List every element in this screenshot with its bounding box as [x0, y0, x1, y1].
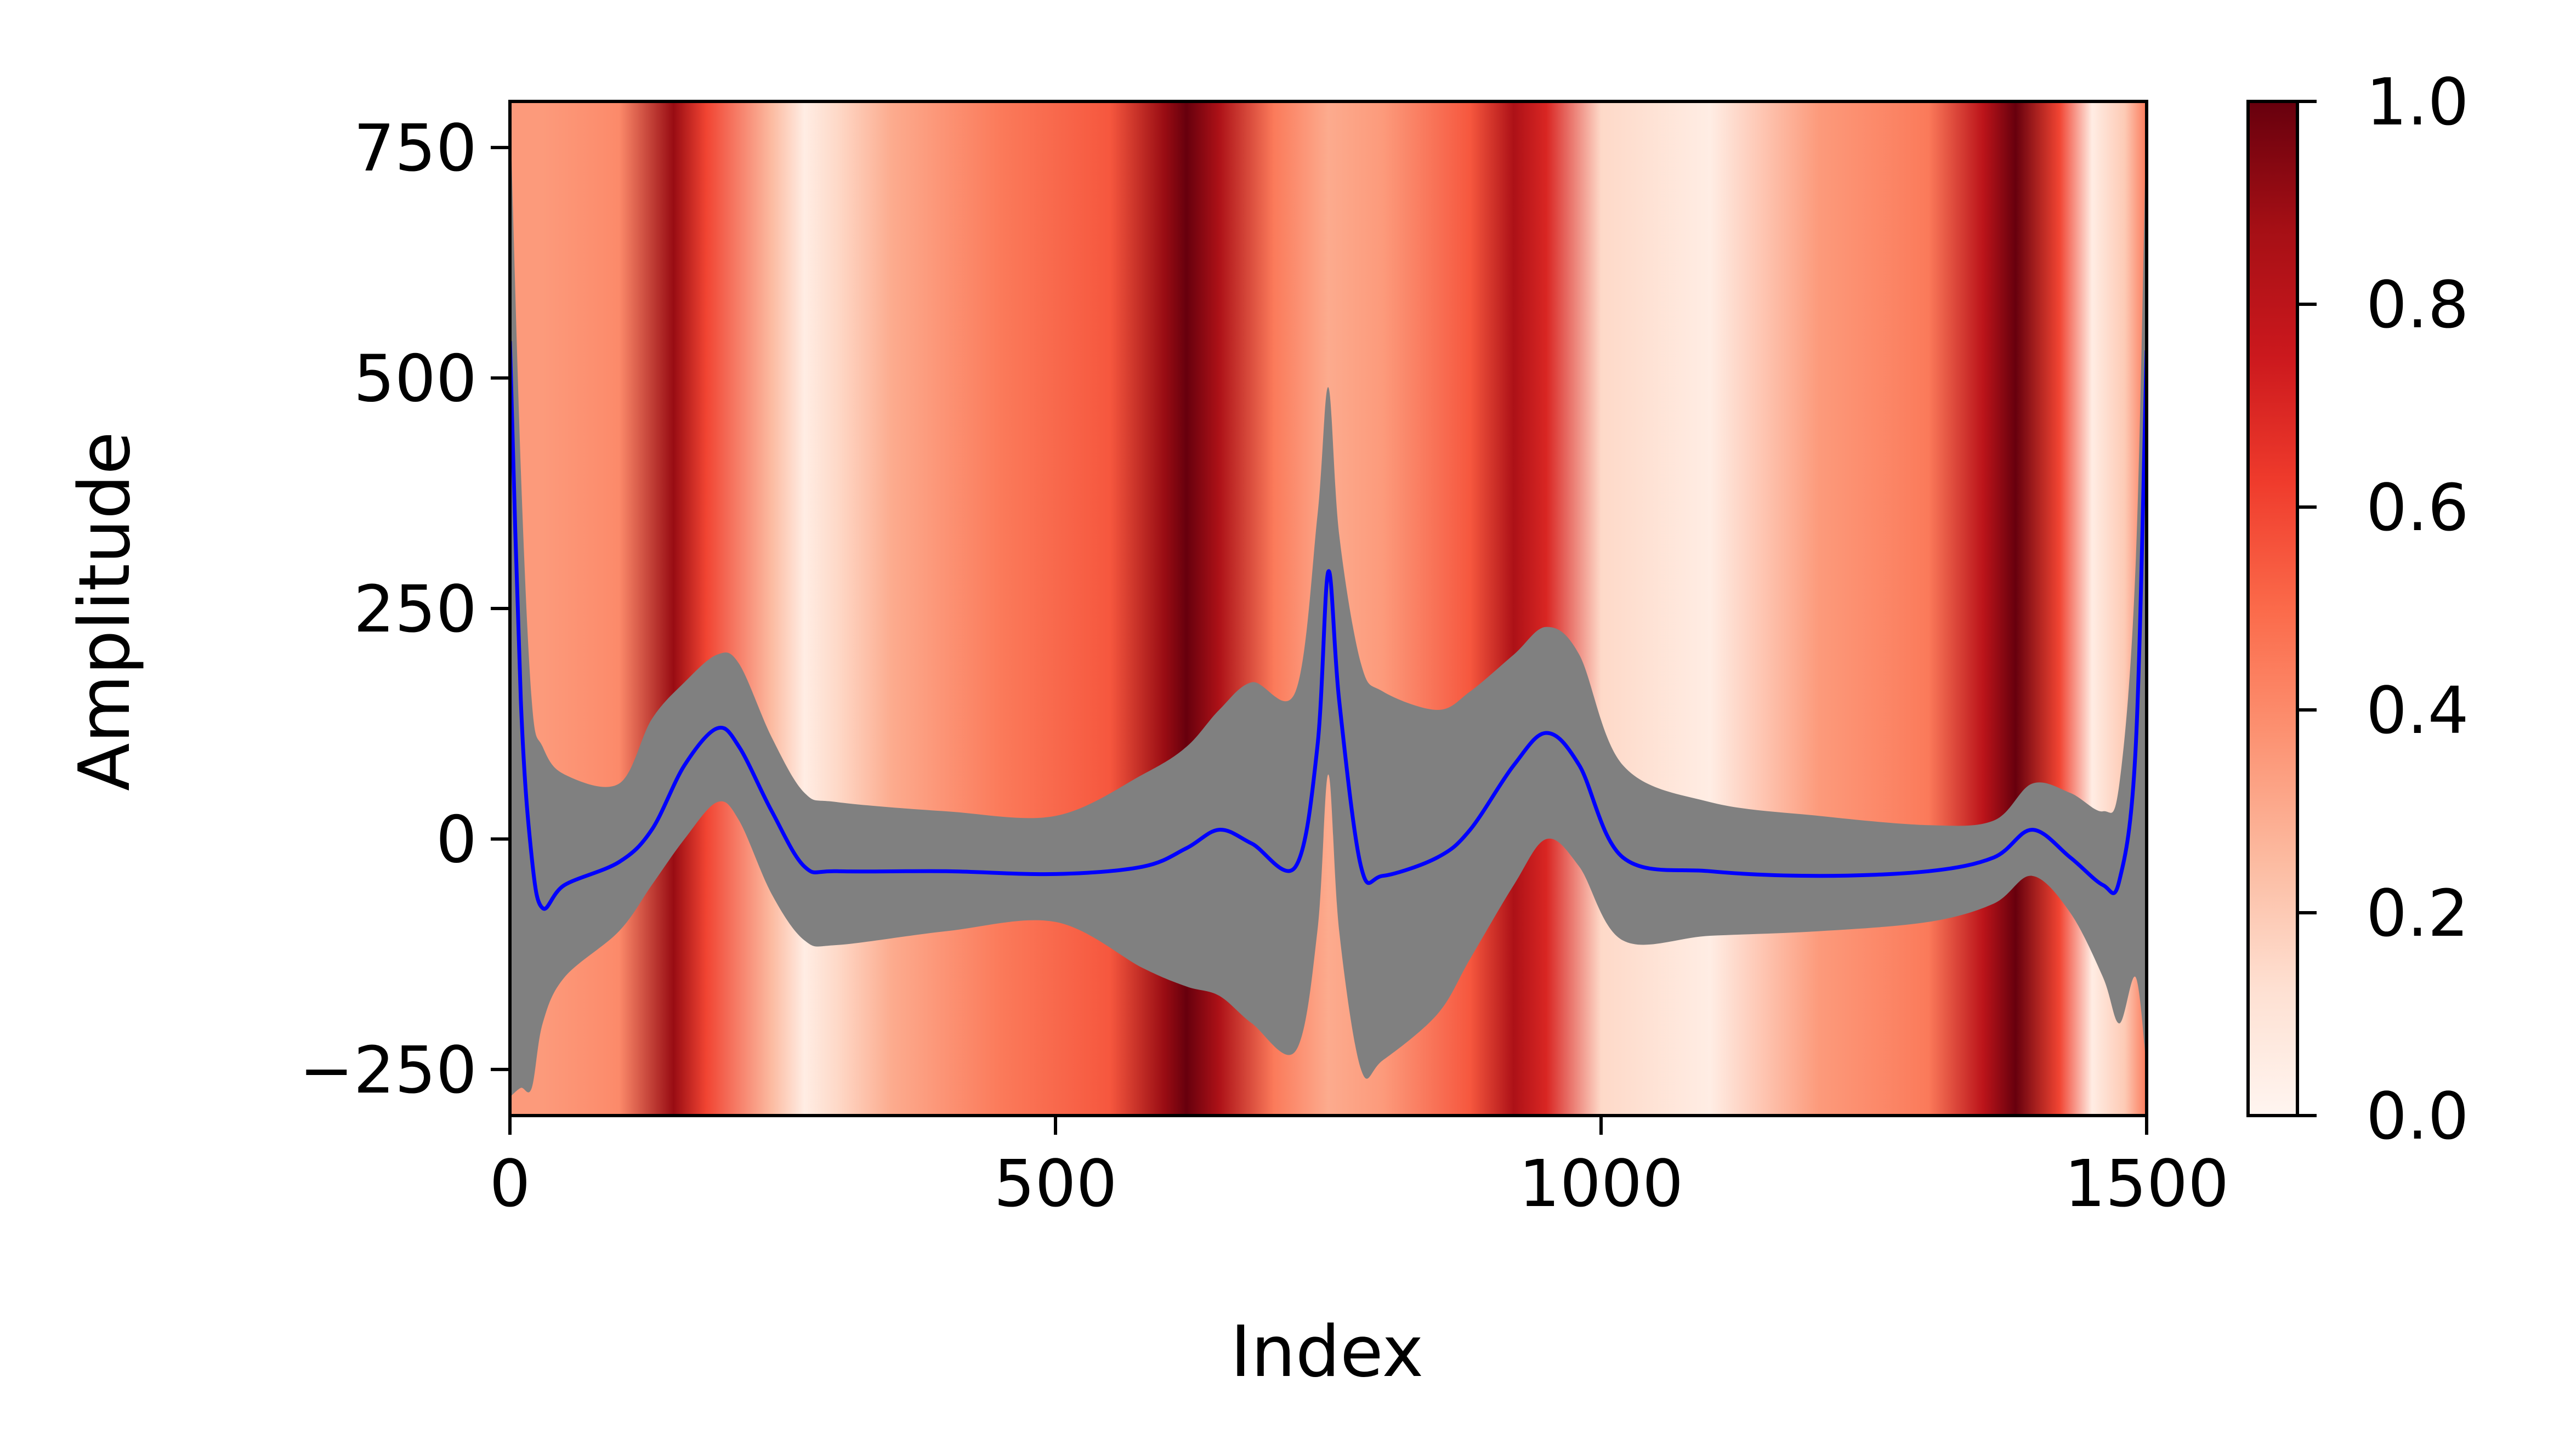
y-tick-label: 250: [354, 571, 477, 647]
colorbar-tick-label: 0.4: [2366, 673, 2469, 748]
y-tick-label: 500: [354, 341, 477, 417]
y-tick-label: 750: [354, 110, 477, 186]
x-tick-label: 500: [994, 1146, 1117, 1221]
y-tick-label: −250: [299, 1032, 477, 1108]
colorbar-tick-label: 1.0: [2366, 64, 2469, 140]
x-axis-label: Index: [1230, 1311, 1423, 1393]
colorbar-tick-label: 0.2: [2366, 875, 2469, 951]
mean-line: [510, 341, 2147, 911]
x-tick-label: 1500: [2064, 1146, 2229, 1221]
x-tick-label: 0: [489, 1146, 530, 1221]
colorbar-tick-label: 0.6: [2366, 470, 2469, 545]
colorbar-tick-label: 0.0: [2366, 1078, 2469, 1154]
colorbar: [2246, 100, 2299, 1117]
y-axis-label: Amplitude: [64, 431, 146, 791]
colorbar-tick-label: 0.8: [2366, 267, 2469, 343]
y-tick-label: 0: [436, 801, 477, 877]
confidence-band: [510, 101, 2147, 1097]
x-tick-label: 1000: [1519, 1146, 1683, 1221]
